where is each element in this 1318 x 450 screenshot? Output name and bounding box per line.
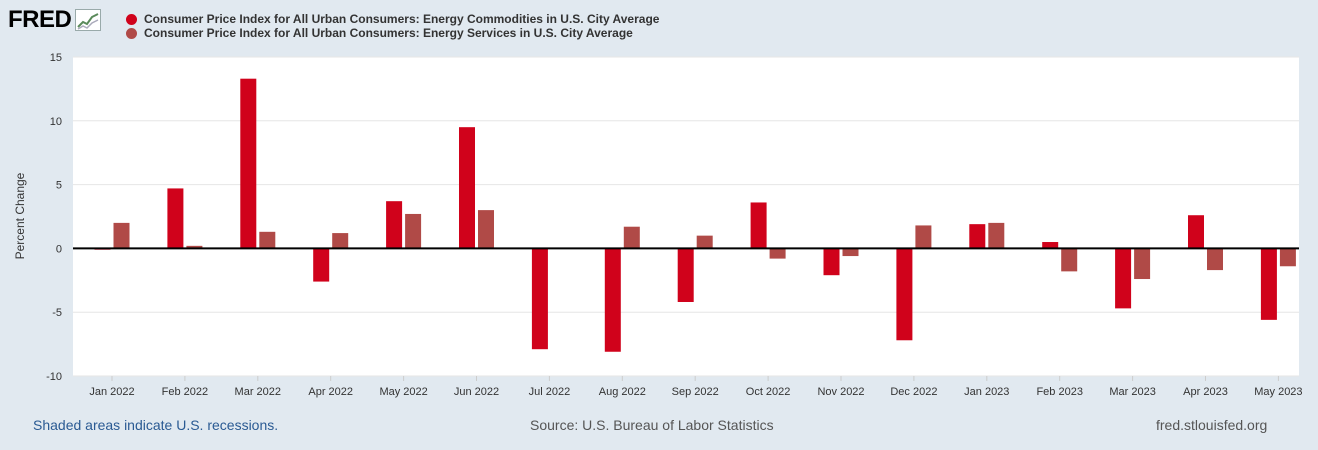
bar-energy-commodities-dec-2022[interactable] (896, 248, 913, 341)
bar-energy-services-may-2023[interactable] (1279, 248, 1296, 267)
x-tick-label: Apr 2022 (308, 386, 353, 398)
x-tick-label: Feb 2023 (1036, 386, 1082, 398)
y-tick-label: -10 (46, 371, 62, 383)
source-note: Source: U.S. Bureau of Labor Statistics (530, 417, 774, 433)
bar-energy-commodities-jan-2023[interactable] (969, 224, 986, 249)
bar-energy-commodities-jul-2022[interactable] (531, 248, 548, 350)
bar-energy-services-may-2022[interactable] (405, 213, 422, 249)
chart-canvas: -10 -5 0 5 10 15 Jan 2022 Feb 2022 Mar 2022 Apr … (46, 52, 1303, 398)
fred-site-link[interactable]: fred.stlouisfed.org (1156, 417, 1268, 433)
bar-energy-commodities-may-2022[interactable] (386, 201, 403, 249)
x-tick-label: Nov 2022 (817, 386, 864, 398)
x-tick-label: Jan 2022 (89, 386, 134, 398)
bars (94, 78, 1296, 352)
bar-energy-services-jan-2022[interactable] (113, 222, 130, 249)
legend-marker-energy-services (126, 27, 137, 39)
bar-energy-commodities-apr-2022[interactable] (313, 248, 330, 282)
x-tick-label: Jun 2022 (454, 386, 499, 398)
legend-item-energy-commodities[interactable]: Consumer Price Index for All Urban Consu… (126, 12, 659, 26)
bar-energy-services-sep-2022[interactable] (696, 235, 713, 249)
x-tick-label: Jul 2022 (529, 386, 571, 398)
bar-energy-commodities-jun-2022[interactable] (459, 127, 475, 249)
y-tick-label: 0 (56, 243, 62, 255)
bar-energy-commodities-mar-2022[interactable] (240, 78, 257, 249)
bar-energy-commodities-feb-2023[interactable] (1042, 242, 1059, 249)
bar-energy-commodities-oct-2022[interactable] (750, 202, 767, 249)
bar-energy-services-apr-2023[interactable] (1207, 248, 1223, 271)
bar-energy-services-jan-2023[interactable] (988, 222, 1005, 249)
legend-label-energy-services: Consumer Price Index for All Urban Consu… (144, 26, 633, 40)
x-tick-label: Jan 2023 (964, 386, 1009, 398)
bar-energy-services-nov-2022[interactable] (842, 248, 859, 257)
bar-energy-services-feb-2023[interactable] (1061, 248, 1078, 272)
recession-note: Shaded areas indicate U.S. recessions. (33, 417, 279, 433)
bar-energy-services-feb-2022[interactable] (186, 245, 203, 249)
x-tick-label: May 2022 (379, 386, 427, 398)
x-tick-labels: Jan 2022 Feb 2022 Mar 2022 Apr 2022 May 2022… (89, 376, 1303, 398)
grid-lines (73, 56, 1299, 377)
bar-energy-services-dec-2022[interactable] (915, 225, 932, 249)
bar-energy-services-aug-2022[interactable] (623, 226, 640, 249)
y-tick-labels: -10 -5 0 5 10 15 (46, 52, 62, 383)
legend-item-energy-services[interactable]: Consumer Price Index for All Urban Consu… (126, 26, 659, 40)
bar-energy-commodities-aug-2022[interactable] (604, 248, 621, 352)
bar-energy-services-oct-2022[interactable] (769, 248, 786, 259)
bar-energy-commodities-nov-2022[interactable] (823, 248, 840, 276)
x-tick-label: Sep 2022 (672, 386, 719, 398)
x-tick-label: Aug 2022 (599, 386, 646, 398)
bar-energy-commodities-may-2023[interactable] (1260, 248, 1277, 320)
bar-energy-commodities-sep-2022[interactable] (677, 248, 694, 302)
bar-energy-commodities-apr-2023[interactable] (1188, 215, 1204, 249)
legend-marker-energy-commodities (126, 13, 137, 25)
plot-area (73, 57, 1299, 376)
fred-graph-icon (75, 9, 102, 31)
fred-logo[interactable]: FRED (8, 6, 102, 34)
legend-label-energy-commodities: Consumer Price Index for All Urban Consu… (144, 12, 660, 26)
x-tick-label: Mar 2023 (1109, 386, 1155, 398)
y-tick-label: 10 (50, 116, 62, 128)
x-tick-label: Dec 2022 (890, 386, 937, 398)
x-tick-label: Mar 2022 (235, 386, 281, 398)
x-tick-label: Oct 2022 (746, 386, 791, 398)
chart-legend: Consumer Price Index for All Urban Consu… (126, 12, 659, 40)
bar-energy-commodities-feb-2022[interactable] (167, 188, 184, 249)
bar-energy-services-apr-2022[interactable] (332, 233, 349, 249)
x-tick-label: Feb 2022 (162, 386, 208, 398)
y-tick-label: -5 (52, 307, 62, 319)
fred-logo-text: FRED (8, 6, 72, 33)
bar-energy-services-jun-2022[interactable] (478, 210, 494, 249)
bar-energy-services-mar-2022[interactable] (259, 231, 276, 249)
bar-energy-commodities-mar-2023[interactable] (1115, 248, 1132, 309)
x-tick-label: Apr 2023 (1183, 386, 1228, 398)
y-tick-label: 15 (50, 52, 62, 64)
bar-energy-services-mar-2023[interactable] (1134, 248, 1151, 280)
y-tick-label: 5 (56, 180, 62, 192)
x-tick-label: May 2023 (1254, 386, 1302, 398)
